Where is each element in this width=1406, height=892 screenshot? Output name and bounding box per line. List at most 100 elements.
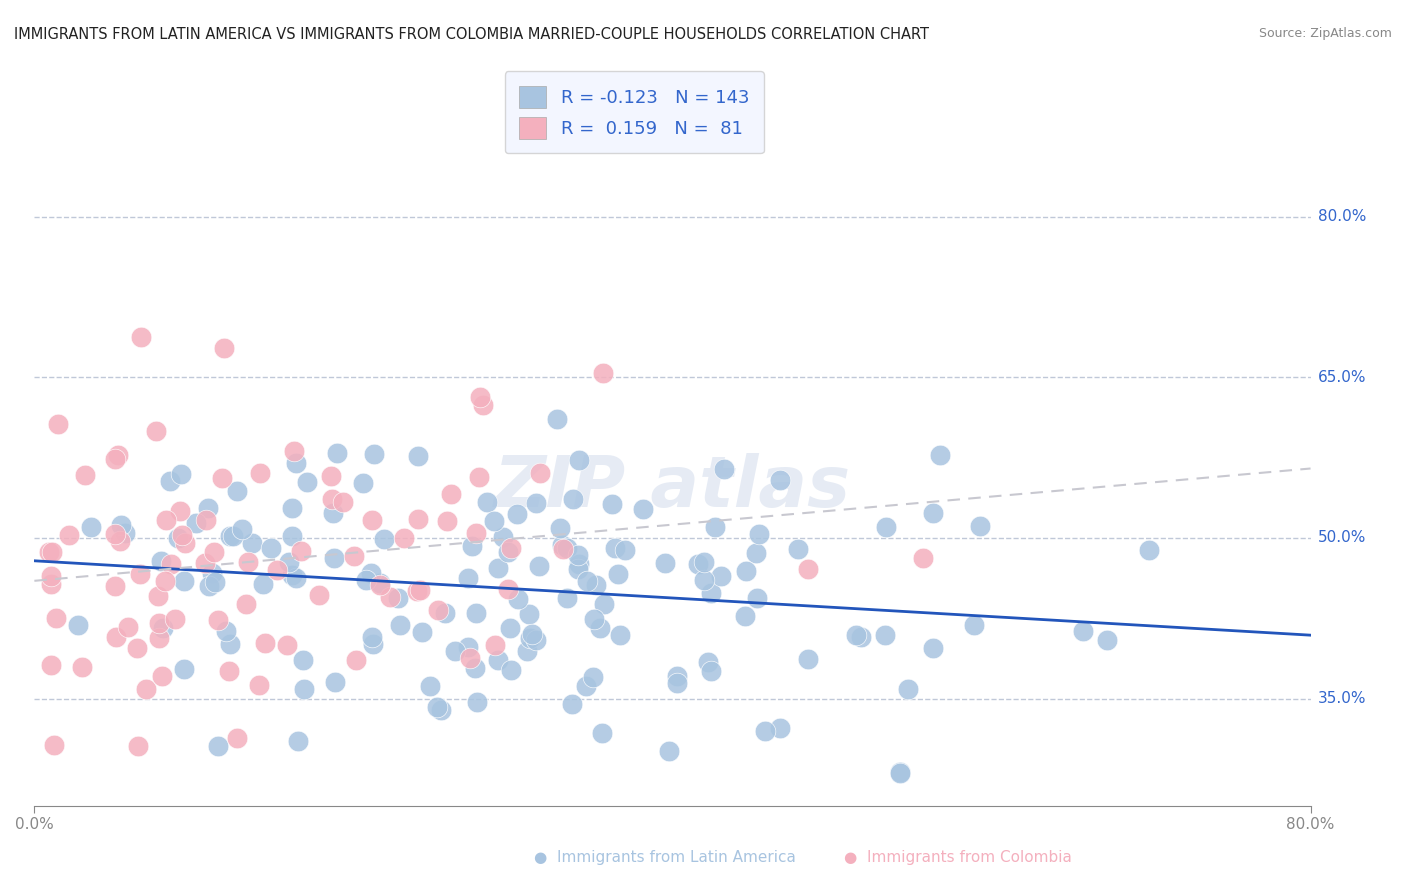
Point xyxy=(506,507,529,521)
Point xyxy=(291,653,314,667)
Point xyxy=(370,575,392,590)
Point xyxy=(197,500,219,515)
Point xyxy=(592,366,614,380)
Point xyxy=(583,612,606,626)
Point xyxy=(152,621,174,635)
Point xyxy=(477,495,499,509)
Point xyxy=(492,530,515,544)
Point xyxy=(963,618,986,632)
Point xyxy=(281,500,304,515)
Point xyxy=(70,660,93,674)
Point xyxy=(897,682,920,697)
Point xyxy=(389,618,412,632)
Point xyxy=(148,615,170,630)
Point xyxy=(519,607,541,621)
Point xyxy=(211,471,233,485)
Point xyxy=(290,544,312,558)
Point xyxy=(568,557,591,571)
Point xyxy=(464,661,486,675)
Point xyxy=(734,608,756,623)
Text: Source: ZipAtlas.com: Source: ZipAtlas.com xyxy=(1258,27,1392,40)
Point xyxy=(457,571,479,585)
Text: 80.0%: 80.0% xyxy=(1317,210,1367,225)
Point xyxy=(496,545,519,559)
Legend: R = -0.123   N = 143, R =  0.159   N =  81: R = -0.123 N = 143, R = 0.159 N = 81 xyxy=(505,71,763,153)
Point xyxy=(148,631,170,645)
Point xyxy=(465,606,488,620)
Point xyxy=(361,637,384,651)
Point xyxy=(387,591,409,606)
Point xyxy=(104,579,127,593)
Point xyxy=(562,491,585,506)
Point xyxy=(321,468,343,483)
Point xyxy=(41,545,63,559)
Point xyxy=(322,506,344,520)
Point xyxy=(361,630,384,644)
Point xyxy=(405,584,427,599)
Text: 35.0%: 35.0% xyxy=(1317,691,1367,706)
Point xyxy=(394,531,416,545)
Point xyxy=(468,470,491,484)
Point xyxy=(278,555,301,569)
Point xyxy=(713,462,735,476)
Point xyxy=(875,628,897,642)
Point xyxy=(411,624,433,639)
Point xyxy=(149,554,172,568)
Point xyxy=(797,562,820,576)
Point xyxy=(555,591,578,605)
Point xyxy=(889,764,911,779)
Point xyxy=(700,585,723,599)
Point xyxy=(287,734,309,748)
Point xyxy=(135,681,157,696)
Point xyxy=(325,446,347,460)
Point xyxy=(922,641,945,656)
Point xyxy=(484,638,506,652)
Text: 50.0%: 50.0% xyxy=(1317,531,1367,546)
Point xyxy=(585,578,607,592)
Point xyxy=(692,555,714,569)
Point xyxy=(606,566,628,581)
Point xyxy=(361,514,384,528)
Point xyxy=(117,620,139,634)
Point xyxy=(323,674,346,689)
Point xyxy=(769,721,792,735)
Point xyxy=(104,630,127,644)
Point xyxy=(173,662,195,676)
Point xyxy=(465,695,488,709)
Point xyxy=(308,588,330,602)
Point xyxy=(363,447,385,461)
Point xyxy=(522,627,544,641)
Point xyxy=(567,562,589,576)
Point xyxy=(526,632,548,647)
Point xyxy=(242,536,264,550)
Point xyxy=(527,558,550,573)
Point xyxy=(697,655,720,669)
Point xyxy=(582,670,605,684)
Point xyxy=(496,582,519,596)
Point xyxy=(283,443,305,458)
Point xyxy=(430,703,453,717)
Point xyxy=(499,541,522,556)
Point xyxy=(666,676,689,690)
Point xyxy=(911,550,934,565)
Point xyxy=(104,527,127,541)
Point xyxy=(588,621,610,635)
Point xyxy=(321,491,343,506)
Point xyxy=(373,532,395,546)
Point xyxy=(929,448,952,462)
Point xyxy=(46,417,69,431)
Text: IMMIGRANTS FROM LATIN AMERICA VS IMMIGRANTS FROM COLOMBIA MARRIED-COUPLE HOUSEHO: IMMIGRANTS FROM LATIN AMERICA VS IMMIGRA… xyxy=(14,27,929,42)
Point xyxy=(284,456,307,470)
Point xyxy=(332,494,354,508)
Point xyxy=(1097,633,1119,648)
Point xyxy=(276,638,298,652)
Point xyxy=(194,556,217,570)
Point xyxy=(45,611,67,625)
Point xyxy=(344,653,367,667)
Point xyxy=(368,577,391,591)
Point xyxy=(553,541,575,556)
Point xyxy=(207,613,229,627)
Point xyxy=(744,545,766,559)
Point xyxy=(851,630,873,644)
Point xyxy=(427,603,450,617)
